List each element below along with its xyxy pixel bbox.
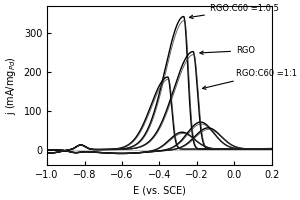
Text: RGO:C60 =1:0.5: RGO:C60 =1:0.5: [190, 4, 279, 19]
X-axis label: E (vs. SCE): E (vs. SCE): [133, 186, 186, 196]
Text: RGO:C60 =1:1: RGO:C60 =1:1: [202, 69, 297, 89]
Y-axis label: j (mA/mg$_{Pd}$): j (mA/mg$_{Pd}$): [4, 56, 18, 115]
Text: RGO: RGO: [200, 46, 255, 55]
